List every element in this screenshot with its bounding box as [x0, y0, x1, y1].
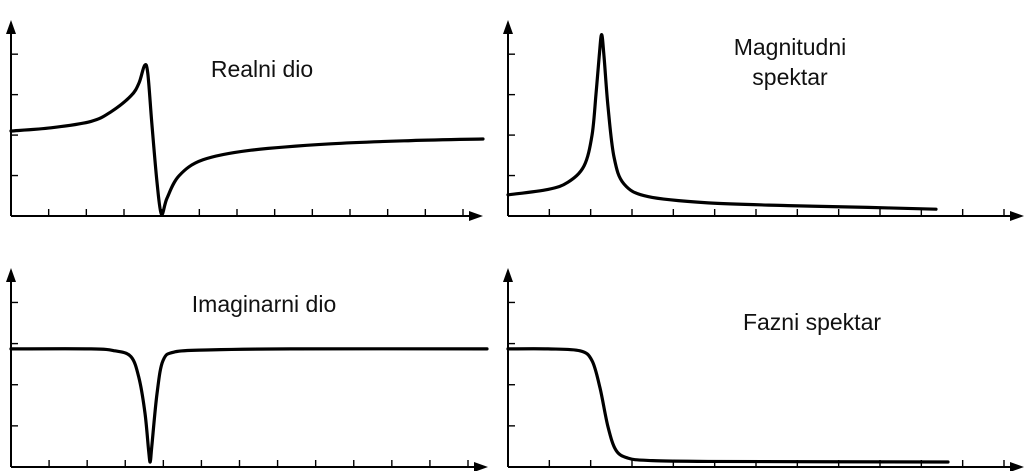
x-axis-arrow [474, 462, 488, 471]
panel-title: Fazni spektar [743, 309, 881, 335]
panel-imaginarni-dio: Imaginarni dio [6, 268, 489, 471]
panel-magnitudni-spektar: Magnitudni spektar [503, 20, 1024, 221]
y-axis-arrow [503, 20, 513, 34]
y-axis-arrow [503, 268, 513, 282]
series-line [506, 33, 938, 211]
panel-realni-dio: Realni dio [6, 20, 485, 221]
y-axis-arrow [6, 20, 16, 34]
x-axis-arrow [1010, 462, 1024, 471]
series-line [9, 347, 489, 464]
panel-title: Imaginarni dio [192, 291, 336, 317]
x-axis-arrow [469, 211, 483, 221]
panel-title: Magnitudni spektar [734, 34, 847, 90]
panel-title: Realni dio [211, 56, 313, 82]
x-axis-arrow [1010, 211, 1024, 221]
series-line [506, 347, 950, 464]
panel-fazni-spektar: Fazni spektar [503, 268, 1024, 471]
y-axis-arrow [6, 268, 16, 282]
series-line [9, 63, 485, 217]
